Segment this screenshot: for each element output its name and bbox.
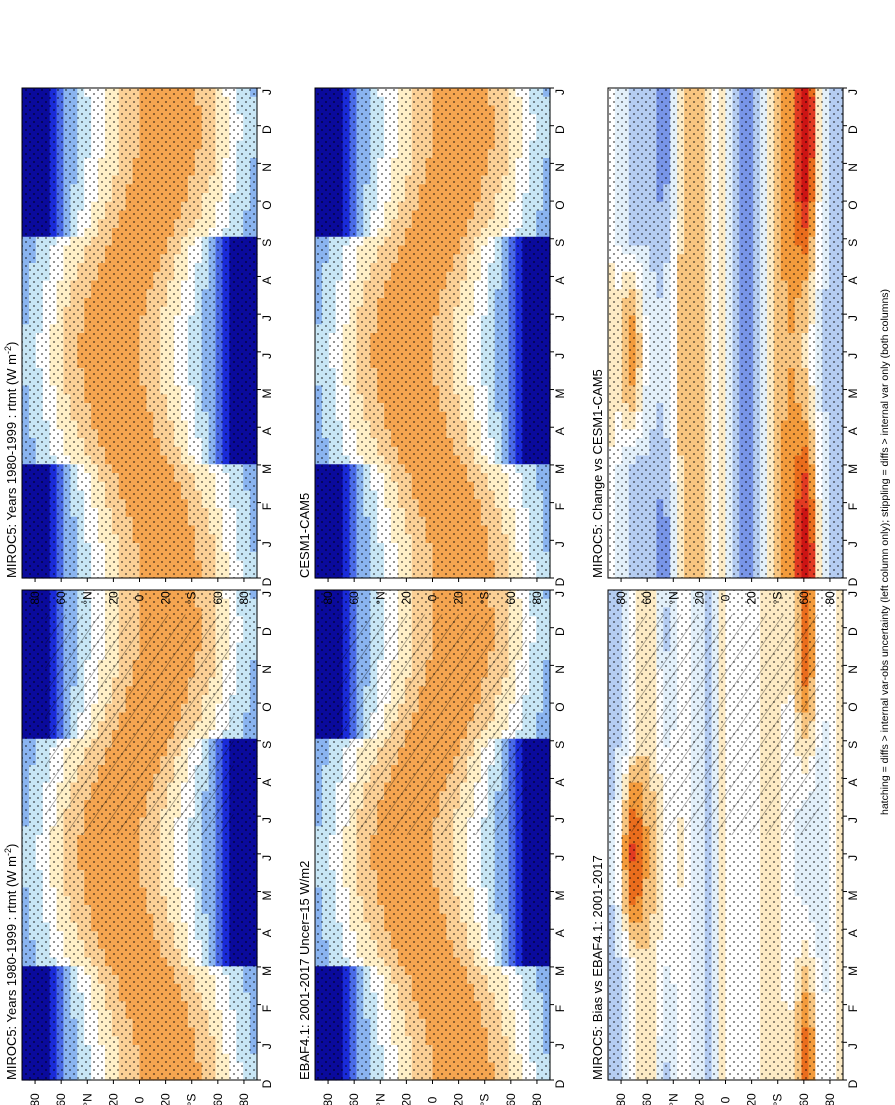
lat-tick-label: °N (80, 591, 94, 604)
hatch-overlay (45, 614, 234, 835)
lat-tick-label: 20 (159, 1093, 173, 1105)
month-tick-label: M (260, 966, 274, 976)
lat-tick-label: °N (80, 1093, 94, 1105)
lat-tick-label: 80 (237, 591, 251, 605)
month-tick-label: J (260, 855, 274, 861)
month-tick-label: A (260, 427, 274, 435)
lat-tick-label: 80 (237, 1093, 251, 1105)
lat-tick-label: 80 (28, 591, 42, 605)
lat-tick-label: 60 (54, 591, 68, 605)
month-tick-label: N (260, 163, 274, 172)
month-tick-label: S (260, 239, 274, 247)
lat-tick-label: 60 (54, 1093, 68, 1105)
month-tick-label: D (260, 1079, 274, 1088)
month-tick-label: J (260, 353, 274, 359)
month-tick-label: J (260, 817, 274, 823)
month-tick-label: J (260, 591, 274, 597)
month-tick-label: M (260, 891, 274, 901)
month-tick-label: F (260, 1005, 274, 1012)
month-tick-label: D (260, 577, 274, 586)
lat-tick-label: 60 (211, 591, 225, 605)
month-tick-label: A (260, 276, 274, 284)
month-tick-label: J (260, 89, 274, 95)
lat-tick-label: 20 (106, 1093, 120, 1105)
month-tick-label: J (260, 1043, 274, 1049)
month-tick-label: A (260, 929, 274, 937)
month-tick-label: D (260, 627, 274, 636)
month-tick-label: D (260, 125, 274, 134)
lat-tick-label: °S (185, 592, 199, 605)
panel-title: MIROC5: Years 1980-1999 : rtmt (W m-2) (3, 844, 19, 1080)
month-tick-label: M (260, 389, 274, 399)
month-tick-label: N (260, 665, 274, 674)
month-tick-label: F (260, 503, 274, 510)
month-tick-label: O (260, 702, 274, 711)
stipple-overlay (22, 88, 257, 578)
month-tick-label: J (260, 315, 274, 321)
month-tick-label: O (260, 200, 274, 209)
lat-tick-label: 60 (211, 1093, 225, 1105)
lat-tick-label: 0 (133, 594, 147, 601)
month-tick-label: A (260, 778, 274, 786)
month-tick-label: S (260, 741, 274, 749)
panel-title: MIROC5: Years 1980-1999 : rtmt (W m-2) (3, 342, 19, 578)
lat-tick-label: 20 (106, 591, 120, 605)
panel-left-top: D J F M A M J J A S O N D J 80 60 °N 20 0 20 °S 60 80 MIROC5: Y… (3, 589, 274, 1105)
lat-tick-label: 0 (133, 1096, 147, 1103)
lat-tick-label: 80 (28, 1093, 42, 1105)
lat-tick-label: 20 (159, 591, 173, 605)
lat-tick-label: °S (185, 1094, 199, 1105)
month-tick-label: J (260, 541, 274, 547)
month-tick-label: M (260, 464, 274, 474)
